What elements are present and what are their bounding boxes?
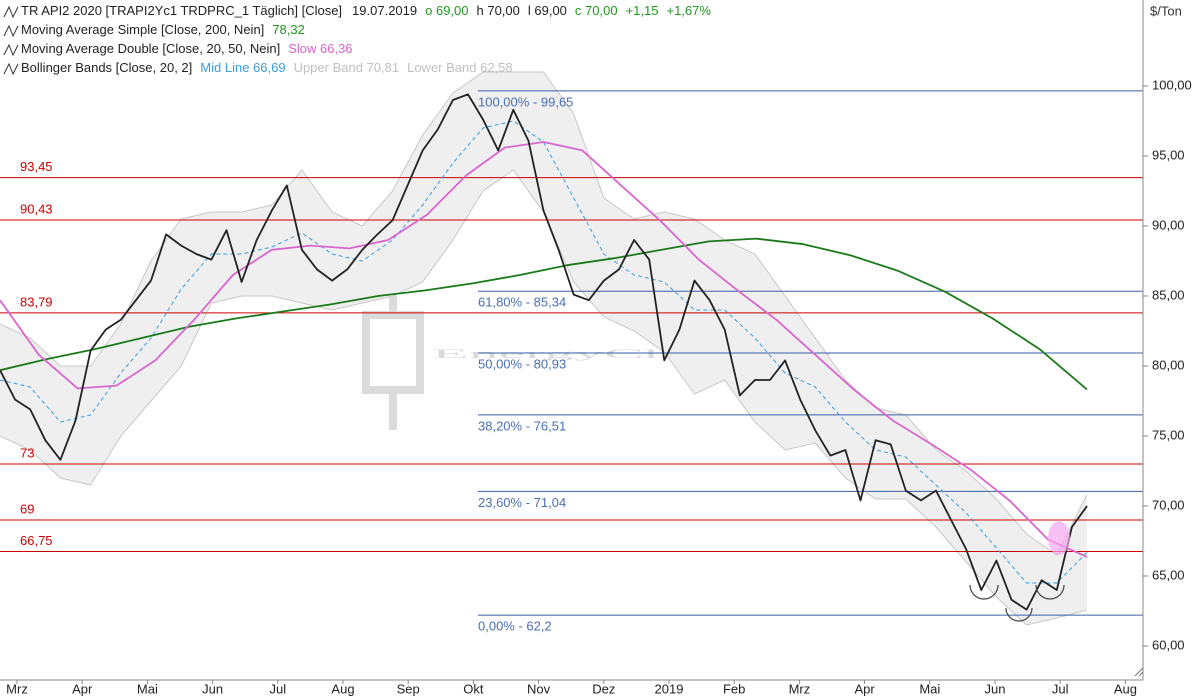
resize-grip (1134, 667, 1144, 677)
legend-detail: Upper Band 70,81 (294, 60, 400, 75)
x-tick-label: Jul (269, 681, 286, 696)
x-tick-label: Mai (919, 681, 940, 696)
y-tick-label: 60,00 (1152, 637, 1185, 652)
series-line (0, 237, 1088, 391)
x-tick-label: Jul (1052, 681, 1069, 696)
series-line (0, 141, 1088, 558)
legend-detail: Mid Line 66,69 (200, 60, 285, 75)
x-tick-label: Sep (397, 681, 420, 696)
highlight (1048, 521, 1070, 555)
legend-detail: h 70,00 (477, 3, 520, 18)
y-tick-label: 95,00 (1152, 147, 1185, 162)
x-tick-label: Nov (527, 681, 551, 696)
y-tick-label: 80,00 (1152, 357, 1185, 372)
x-tick-label: Mrz (6, 681, 28, 696)
x-tick-label: Okt (463, 681, 484, 696)
fib-label: 50,00% - 80,93 (478, 356, 566, 371)
level-label: 73 (20, 445, 34, 460)
plot: 93,45 90,43 83,79 73 69 66,75 100,00% - 99,65 6… (0, 71, 1143, 634)
legend-icon (3, 24, 19, 38)
fib-label: 0,00% - 62,2 (478, 619, 552, 634)
y-tick-label: 85,00 (1152, 287, 1185, 302)
x-tick-label: Jun (985, 681, 1006, 696)
legend-icon (3, 62, 19, 76)
fib-label: 61,80% - 85,34 (478, 295, 566, 310)
legend-entry: TR API2 2020 [TRAPI2Yc1 TRDPRC_1 Täglich… (21, 3, 711, 18)
x-tick-label: Feb (723, 681, 745, 696)
legend-detail: Lower Band 62,58 (407, 60, 513, 75)
legend-entry: Moving Average Simple [Close, 200, Nein]… (21, 22, 305, 37)
fib-label: 100,00% - 99,65 (478, 94, 573, 109)
legend-icon (3, 5, 19, 19)
legend-name: TR API2 2020 [TRAPI2Yc1 TRDPRC_1 Täglich… (21, 3, 342, 18)
x-tick-label: 2019 (655, 681, 684, 696)
fib-label: 23,60% - 71,04 (478, 495, 566, 510)
y-tick-label: 90,00 (1152, 217, 1185, 232)
x-tick-label: Aug (1114, 681, 1137, 696)
unit-label: $/Ton (1150, 3, 1182, 18)
series-line (0, 120, 1088, 584)
y-tick-label: 70,00 (1152, 497, 1185, 512)
x-tick-label: Mai (137, 681, 158, 696)
series-line (0, 93, 1088, 611)
legend-detail: o 69,00 (425, 3, 468, 18)
legend-detail: 78,32 (272, 22, 305, 37)
legend-detail: 19.07.2019 (352, 3, 417, 18)
y-tick-label: 75,00 (1152, 427, 1185, 442)
x-tick-label: Apr (854, 681, 875, 696)
legend-detail: Slow 66,36 (288, 41, 352, 56)
bottom-marks (969, 584, 1065, 622)
x-tick-label: Jun (202, 681, 223, 696)
level-label: 66,75 (20, 533, 53, 548)
legend-entry: Moving Average Double [Close, 20, 50, Ne… (21, 41, 353, 56)
legend-detail: +1,67% (666, 3, 711, 18)
x-tick-label: Mrz (789, 681, 811, 696)
legend-name: Bollinger Bands [Close, 20, 2] (21, 60, 192, 75)
level-label: 90,43 (20, 201, 53, 216)
legend-detail: c 70,00 (575, 3, 618, 18)
level-label: 83,79 (20, 294, 53, 309)
fib-label: 38,20% - 76,51 (478, 418, 566, 433)
legend-icon (3, 43, 19, 57)
legend-entry: Bollinger Bands [Close, 20, 2] Mid Line 6… (21, 60, 513, 75)
legend-name: Moving Average Simple [Close, 200, Nein] (21, 22, 264, 37)
y-tick-label: 65,00 (1152, 567, 1185, 582)
x-tick-label: Aug (331, 681, 354, 696)
x-tick-label: Apr (72, 681, 93, 696)
legend-detail: +1,15 (626, 3, 659, 18)
y-tick-label: 100,00 (1152, 77, 1192, 92)
level-label: 69 (20, 501, 34, 516)
level-label: 93,45 (20, 159, 53, 174)
x-tick-label: Dez (592, 681, 615, 696)
legend-detail: l 69,00 (528, 3, 567, 18)
legend-name: Moving Average Double [Close, 20, 50, Ne… (21, 41, 280, 56)
